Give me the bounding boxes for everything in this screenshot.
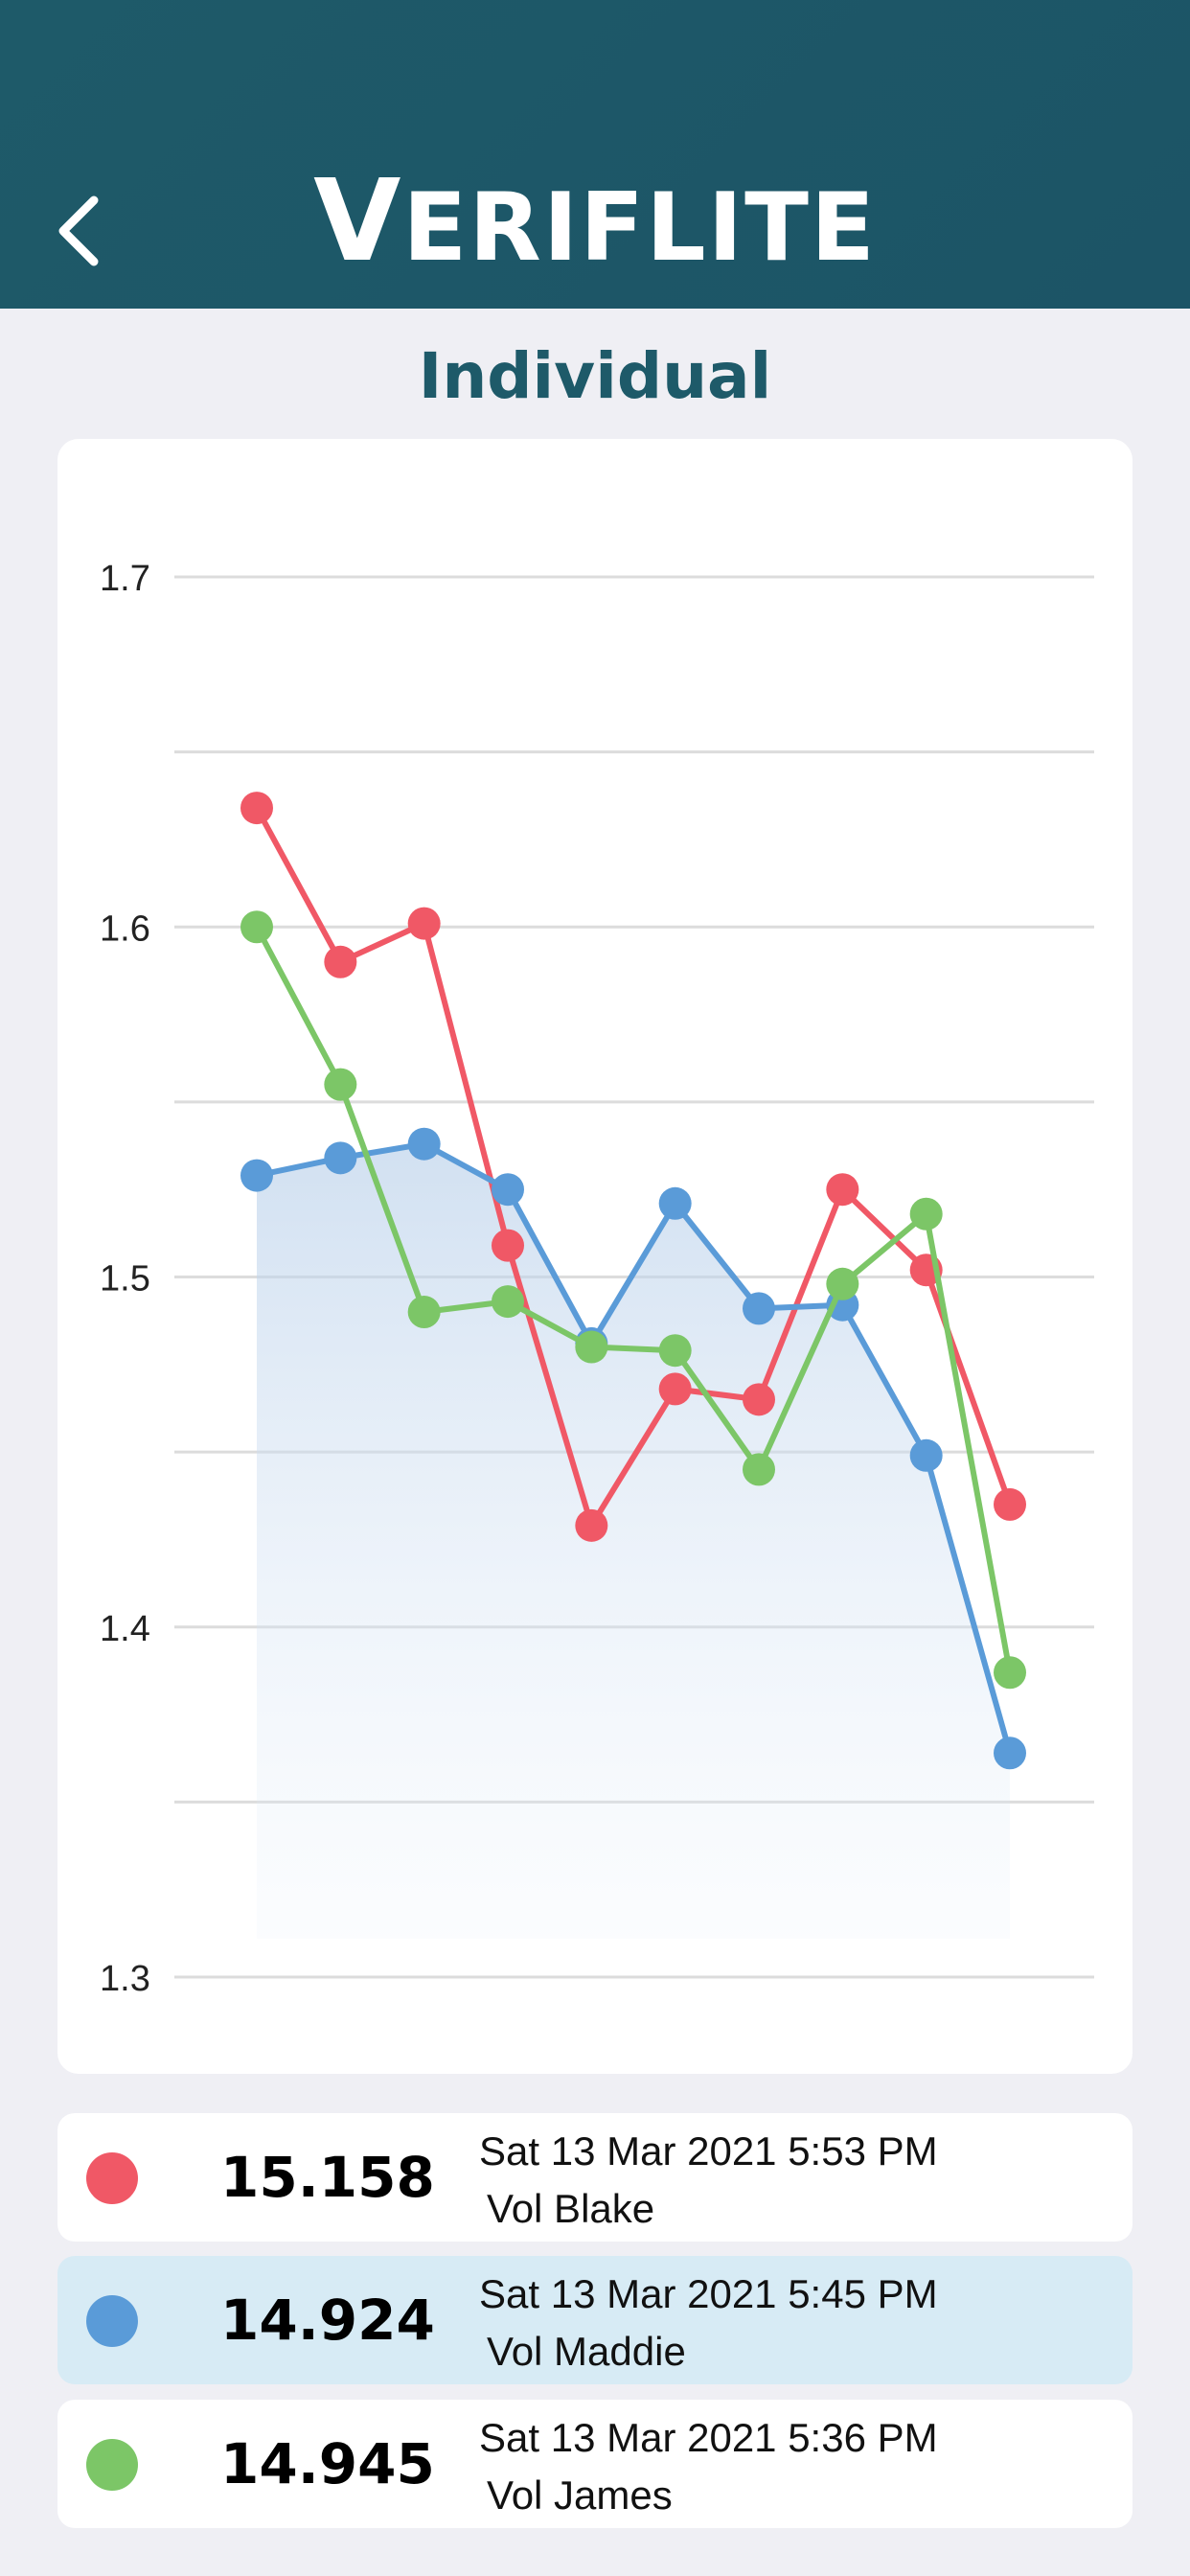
y-tick-label: 1.6 xyxy=(100,908,150,949)
series-color-dot xyxy=(86,2152,138,2204)
y-tick-label: 1.5 xyxy=(100,1259,150,1300)
data-point xyxy=(324,1068,357,1101)
data-point xyxy=(407,1296,441,1329)
app-logo: VERIFLITE xyxy=(313,154,877,287)
data-point xyxy=(658,1372,692,1406)
series-line xyxy=(254,805,1013,1529)
series-line xyxy=(254,1140,1013,1757)
data-point xyxy=(324,1141,357,1175)
legend-row-james[interactable]: 14.945 Sat 13 Mar 2021 5:36 PM Vol James xyxy=(57,2400,1133,2528)
data-point xyxy=(492,1173,524,1207)
score-value: 14.945 xyxy=(220,2431,435,2496)
app-header: VERIFLITE xyxy=(0,0,1190,309)
back-button[interactable] xyxy=(46,188,113,274)
data-point xyxy=(492,1229,524,1262)
data-point xyxy=(909,1197,943,1230)
y-tick-label: 1.7 xyxy=(100,559,150,599)
run-datetime: Sat 13 Mar 2021 5:53 PM xyxy=(479,2128,938,2174)
chart-card: 1.3 1.4 1.5 1.6 1.7 xyxy=(57,439,1133,2074)
data-point xyxy=(909,1438,943,1472)
data-point xyxy=(658,1334,692,1368)
data-point xyxy=(324,945,357,978)
score-value: 14.924 xyxy=(220,2288,435,2353)
participant-name: Vol James xyxy=(487,2472,673,2518)
page-title: Individual xyxy=(418,339,772,413)
y-tick-label: 1.4 xyxy=(100,1609,150,1649)
series-area-fill xyxy=(257,1143,1010,1939)
data-point xyxy=(575,1330,608,1364)
data-point xyxy=(407,907,441,940)
line-chart: 1.3 1.4 1.5 1.6 1.7 xyxy=(100,559,1094,1999)
run-datetime: Sat 13 Mar 2021 5:45 PM xyxy=(479,2271,938,2316)
legend-row-maddie[interactable]: 14.924 Sat 13 Mar 2021 5:45 PM Vol Maddi… xyxy=(57,2256,1133,2384)
score-value: 15.158 xyxy=(220,2145,435,2210)
data-point xyxy=(240,792,273,825)
series-color-dot xyxy=(86,2439,138,2491)
participant-name: Vol Maddie xyxy=(487,2329,686,2374)
data-point xyxy=(743,1292,775,1325)
data-point xyxy=(826,1173,859,1207)
data-point xyxy=(575,1508,608,1542)
series-color-dot xyxy=(86,2295,138,2347)
y-tick-label: 1.3 xyxy=(100,1959,150,1999)
participant-name: Vol Blake xyxy=(487,2186,655,2231)
legend-row-blake[interactable]: 15.158 Sat 13 Mar 2021 5:53 PM Vol Blake xyxy=(57,2113,1133,2242)
data-point xyxy=(407,1127,441,1161)
run-datetime: Sat 13 Mar 2021 5:36 PM xyxy=(479,2415,938,2460)
data-point xyxy=(240,910,273,944)
data-point xyxy=(994,1736,1026,1770)
data-point xyxy=(994,1487,1026,1521)
series-line xyxy=(254,924,1013,1676)
chevron-left-icon xyxy=(58,196,99,266)
data-point xyxy=(658,1186,692,1220)
data-point xyxy=(994,1656,1026,1690)
data-point xyxy=(492,1285,524,1319)
data-point xyxy=(826,1267,859,1300)
data-point xyxy=(240,1159,273,1192)
data-point xyxy=(743,1453,775,1486)
data-point xyxy=(743,1383,775,1416)
